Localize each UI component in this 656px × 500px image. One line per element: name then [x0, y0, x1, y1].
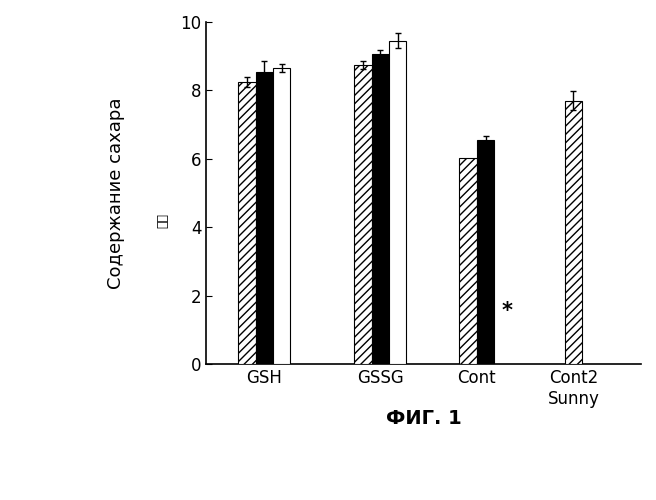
Text: *: *: [501, 301, 512, 321]
Bar: [256, 72, 273, 364]
Bar: [565, 100, 582, 364]
Bar: [238, 82, 256, 364]
Text: ФИГ. 1: ФИГ. 1: [386, 409, 462, 428]
Bar: [273, 68, 291, 364]
Bar: [477, 140, 494, 364]
Y-axis label: Содержание сахара: Содержание сахара: [107, 97, 125, 288]
Text: 糖度: 糖度: [156, 213, 169, 228]
Bar: [389, 41, 406, 364]
Bar: [459, 158, 477, 364]
Bar: [354, 64, 371, 364]
Bar: [371, 54, 389, 364]
